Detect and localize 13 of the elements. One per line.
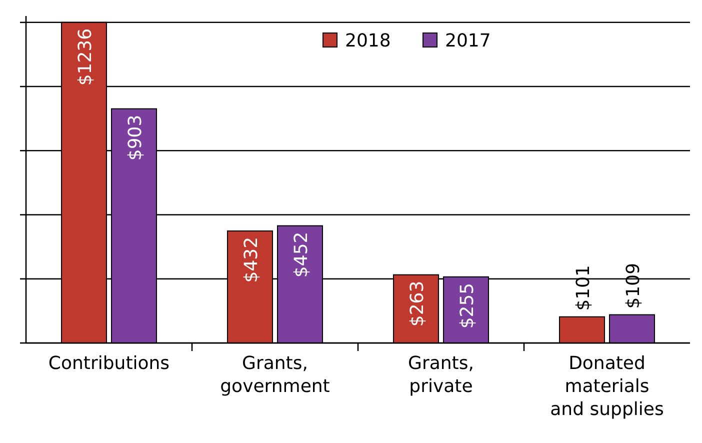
x-tick-label: Grants, government	[220, 353, 330, 397]
legend-label: 2018	[345, 30, 391, 52]
x-tick-label: Donated materials and supplies	[550, 353, 664, 420]
data-label: $255	[457, 282, 478, 329]
data-label: $263	[407, 280, 428, 327]
data-label: $1236	[75, 28, 96, 86]
data-label: $903	[125, 114, 146, 161]
data-label: $432	[241, 236, 262, 283]
data-label: $452	[291, 232, 312, 278]
x-tick-label: Grants, private	[408, 353, 474, 397]
x-tick-label: Contributions	[48, 353, 170, 374]
legend-label: 2017	[445, 30, 491, 52]
data-label: $109	[623, 262, 644, 309]
